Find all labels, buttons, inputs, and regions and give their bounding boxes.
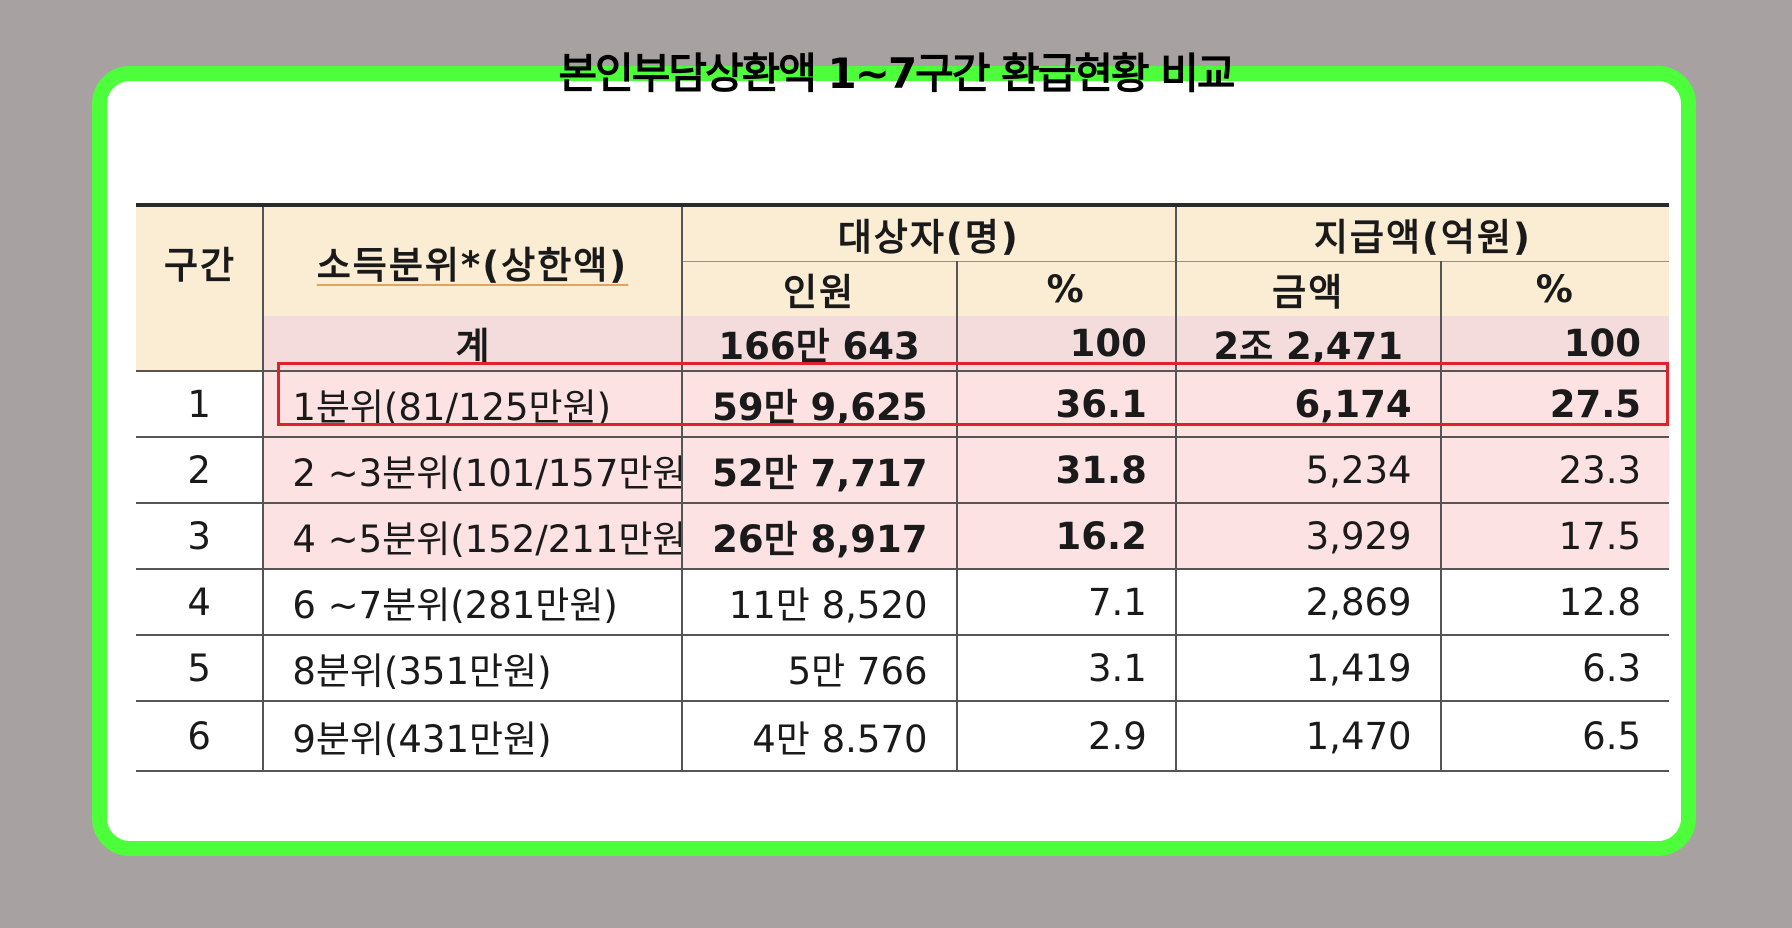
header-persons: 인원 (680, 261, 957, 316)
row-income: 4 ~5분위(152/211만원) (262, 502, 682, 569)
row-persons-pct: 7.1 (955, 568, 1176, 635)
row-persons-pct: 31.8 (955, 436, 1176, 503)
row-persons: 11만 8,520 (680, 568, 957, 635)
table-row: 4 6 ~7분위(281만원) 11만 8,520 7.1 2,869 12.8 (136, 568, 1669, 635)
row-persons: 59만 9,625 (680, 370, 957, 437)
row-income: 9분위(431만원) (262, 700, 682, 772)
header-amount: 금액 (1174, 261, 1441, 316)
row-amount: 1,419 (1174, 634, 1441, 701)
row-income: 6 ~7분위(281만원) (262, 568, 682, 635)
header-payment: 지급액(억원) (1174, 203, 1669, 262)
table-row: 3 4 ~5분위(152/211만원) 26만 8,917 16.2 3,929… (136, 502, 1669, 569)
total-amount: 2조 2,471 (1174, 316, 1441, 371)
table-row: 5 8분위(351만원) 5만 766 3.1 1,419 6.3 (136, 634, 1669, 701)
row-amount-pct: 12.8 (1439, 568, 1669, 635)
refund-table: 구간 소득분위*(상한액) 대상자(명) 지급액(억원) 인원 % 금액 % 계… (136, 203, 1669, 772)
table-row: 2 2 ~3분위(101/157만원) 52만 7,717 31.8 5,234… (136, 436, 1669, 503)
table-subheader-row: 인원 % 금액 % (136, 261, 1669, 316)
total-persons: 166만 643 (680, 316, 957, 371)
row-section: 5 (136, 634, 264, 701)
row-section: 2 (136, 436, 264, 503)
row-income: 1분위(81/125만원) (262, 370, 682, 437)
row-income: 2 ~3분위(101/157만원) (262, 436, 682, 503)
row-amount: 5,234 (1174, 436, 1441, 503)
row-persons-pct: 36.1 (955, 370, 1176, 437)
row-persons: 4만 8.570 (680, 700, 957, 772)
header-section: 구간 (136, 203, 264, 316)
row-section: 4 (136, 568, 264, 635)
table-row-total: 계 166만 643 100 2조 2,471 100 (136, 316, 1669, 371)
table-header-row: 구간 소득분위*(상한액) 대상자(명) 지급액(억원) (136, 203, 1669, 316)
header-persons-pct: % (955, 261, 1176, 316)
row-amount-pct: 27.5 (1439, 370, 1669, 437)
row-amount-pct: 17.5 (1439, 502, 1669, 569)
row-amount-pct: 23.3 (1439, 436, 1669, 503)
header-income-label: 소득분위*(상한액) (316, 243, 629, 287)
header-amount-pct: % (1439, 261, 1669, 316)
row-persons-pct: 2.9 (955, 700, 1176, 772)
header-recipients: 대상자(명) (680, 203, 1176, 262)
row-amount: 1,470 (1174, 700, 1441, 772)
row-amount: 3,929 (1174, 502, 1441, 569)
row-persons: 52만 7,717 (680, 436, 957, 503)
row-amount-pct: 6.3 (1439, 634, 1669, 701)
total-amount-pct: 100 (1439, 316, 1669, 371)
row-section: 6 (136, 700, 264, 772)
table-row: 6 9분위(431만원) 4만 8.570 2.9 1,470 6.5 (136, 700, 1669, 772)
row-income: 8분위(351만원) (262, 634, 682, 701)
row-persons-pct: 16.2 (955, 502, 1176, 569)
row-persons-pct: 3.1 (955, 634, 1176, 701)
row-amount: 6,174 (1174, 370, 1441, 437)
total-section-cell (136, 316, 264, 371)
page-title: 본인부담상환액 1~7구간 환급현황 비교 (558, 49, 1235, 98)
row-amount-pct: 6.5 (1439, 700, 1669, 772)
total-persons-pct: 100 (955, 316, 1176, 371)
row-section: 1 (136, 370, 264, 437)
row-persons: 5만 766 (680, 634, 957, 701)
row-persons: 26만 8,917 (680, 502, 957, 569)
header-income: 소득분위*(상한액) (262, 203, 682, 316)
total-label: 계 (262, 316, 682, 371)
row-section: 3 (136, 502, 264, 569)
table-row: 1 1분위(81/125만원) 59만 9,625 36.1 6,174 27.… (136, 370, 1669, 437)
row-amount: 2,869 (1174, 568, 1441, 635)
